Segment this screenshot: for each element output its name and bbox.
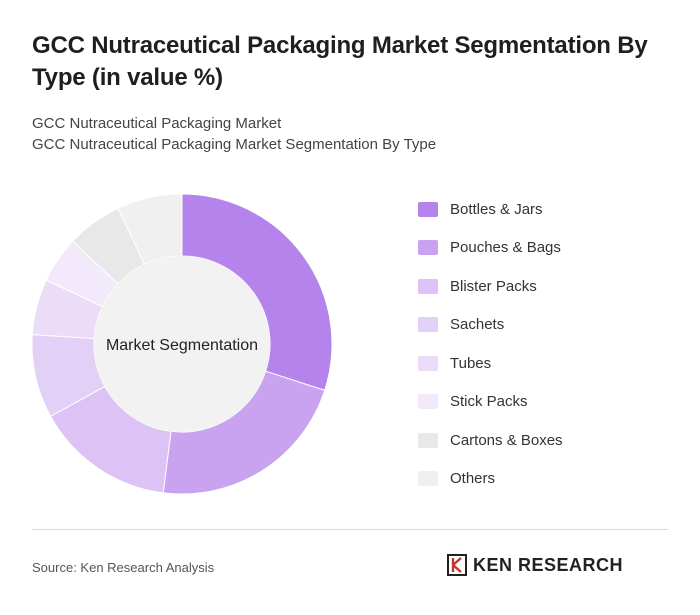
subtitle-line-2: GCC Nutraceutical Packaging Market Segme… [32, 136, 437, 153]
legend-swatch-blister-packs [418, 278, 438, 294]
ken-research-logo-icon [447, 554, 467, 576]
legend-swatch-bottles-jars [418, 201, 438, 217]
subtitle-line-1: GCC Nutraceutical Packaging Market [32, 115, 282, 132]
source-note: Source: Ken Research Analysis [32, 560, 215, 575]
legend-label-tubes: Tubes [450, 354, 492, 372]
legend-swatch-stick-packs [418, 394, 438, 409]
legend-item-tubes: Tubes [418, 352, 491, 374]
slice-others [117, 193, 183, 266]
legend-swatch-sachets [418, 317, 438, 332]
donut-chart: Market Segmentation [31, 193, 333, 495]
legend-item-bottles-jars: Bottles & Jars [418, 198, 543, 220]
legend-label-cartons-boxes: Cartons & Boxes [450, 431, 563, 449]
legend-item-stick-packs: Stick Packs [418, 391, 528, 413]
donut-slices [31, 193, 333, 495]
legend-label-pouches-bags: Pouches & Bags [450, 239, 561, 256]
donut-center-label: Market Segmentation [106, 337, 258, 354]
legend-label-others: Others [450, 470, 496, 487]
footer-divider [32, 529, 668, 530]
legend-label-stick-packs: Stick Packs [450, 393, 528, 410]
legend-item-cartons-boxes: Cartons & Boxes [418, 429, 563, 451]
legend-item-pouches-bags: Pouches & Bags [418, 237, 561, 259]
legend-label-bottles-jars: Bottles & Jars [450, 200, 543, 218]
legend-swatch-pouches-bags [418, 240, 438, 255]
legend-swatch-others [418, 471, 438, 486]
chart-title: GCC Nutraceutical Packaging Market Segme… [32, 32, 648, 91]
legend-swatch-cartons-boxes [418, 432, 438, 448]
legend-label-blister-packs: Blister Packs [450, 277, 537, 295]
legend-swatch-tubes [418, 355, 438, 371]
legend-label-sachets: Sachets [450, 316, 505, 333]
legend-item-sachets: Sachets [418, 314, 504, 336]
chart-subtitle: GCC Nutraceutical Packaging Market GCC N… [32, 113, 436, 155]
ken-research-logo-text: KEN RESEARCH [473, 554, 624, 575]
legend-item-others: Others [418, 468, 495, 490]
legend-item-blister-packs: Blister Packs [418, 275, 537, 297]
ken-research-logo: KEN RESEARCH [447, 554, 623, 576]
donut-center [94, 256, 270, 432]
